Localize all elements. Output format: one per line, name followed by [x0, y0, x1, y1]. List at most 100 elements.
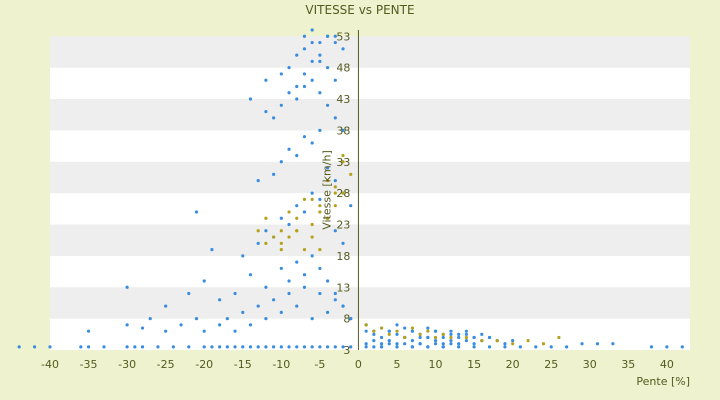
grid-band — [50, 255, 690, 288]
data-point — [372, 332, 376, 336]
data-point — [148, 317, 152, 321]
grid-band — [50, 36, 690, 68]
data-point — [595, 342, 600, 346]
data-point — [433, 329, 438, 333]
x-tick-label: -30 — [118, 358, 136, 371]
data-point — [526, 338, 530, 343]
data-point — [310, 78, 314, 82]
x-tick-label: -15 — [234, 358, 252, 371]
data-point — [565, 345, 569, 349]
data-point — [125, 285, 129, 289]
x-tick-label: 0 — [355, 358, 362, 371]
data-point — [187, 291, 191, 296]
data-point — [410, 326, 415, 330]
data-point — [333, 185, 337, 189]
data-point — [310, 317, 314, 321]
data-point — [511, 338, 515, 343]
data-point — [210, 345, 214, 349]
data-point — [364, 329, 368, 333]
data-point — [441, 335, 445, 340]
data-point — [310, 254, 314, 258]
x-tick-label: -20 — [195, 358, 213, 371]
data-point — [310, 40, 314, 45]
data-point — [387, 332, 391, 336]
y-tick-label: 3 — [343, 344, 350, 357]
x-axis-label: Pente [%] — [636, 375, 690, 388]
data-point — [264, 345, 268, 349]
data-point — [341, 191, 345, 195]
data-point — [248, 273, 253, 277]
grid-band — [50, 130, 690, 162]
data-point — [295, 84, 299, 89]
y-tick-label: 8 — [343, 313, 350, 326]
data-point — [287, 210, 291, 214]
data-point — [333, 298, 337, 302]
data-point — [256, 229, 260, 233]
data-point — [410, 345, 415, 349]
grid-band — [50, 224, 690, 256]
data-point — [649, 345, 654, 349]
data-point — [387, 338, 391, 343]
data-point — [256, 241, 260, 245]
grid-band — [50, 99, 690, 131]
data-point — [487, 345, 492, 349]
data-point — [433, 338, 438, 343]
data-point — [457, 342, 461, 346]
data-point — [449, 342, 453, 346]
data-point — [395, 323, 399, 327]
data-point — [318, 266, 322, 271]
data-point — [518, 345, 522, 349]
data-point — [264, 109, 268, 114]
y-tick-label: 28 — [336, 187, 350, 200]
data-point — [210, 248, 214, 252]
data-point — [364, 345, 368, 349]
data-point — [287, 291, 291, 296]
data-point — [279, 310, 283, 314]
data-point — [302, 84, 307, 89]
data-point — [302, 47, 307, 51]
data-point — [302, 72, 307, 76]
y-tick-label: 33 — [336, 156, 350, 169]
x-tick-label: -5 — [314, 358, 325, 371]
data-point — [318, 40, 322, 45]
data-point — [318, 53, 322, 57]
data-point — [125, 345, 129, 349]
data-point — [441, 342, 445, 346]
data-point — [472, 342, 476, 346]
data-point — [426, 326, 430, 330]
data-point — [264, 216, 268, 220]
data-point — [295, 345, 299, 349]
x-tick-label: -35 — [80, 358, 98, 371]
data-point — [318, 248, 322, 252]
data-point — [233, 345, 237, 349]
data-point — [295, 304, 299, 308]
data-point — [279, 216, 283, 220]
x-tick-label: -10 — [272, 358, 290, 371]
data-point — [333, 116, 337, 120]
data-point — [295, 229, 299, 233]
y-axis-label: Vitesse [km/h] — [320, 150, 333, 230]
data-point — [433, 335, 438, 340]
data-point — [218, 323, 222, 327]
data-point — [464, 329, 468, 333]
data-point — [318, 128, 322, 132]
data-point — [241, 254, 245, 258]
data-point — [272, 116, 276, 120]
data-point — [403, 342, 407, 346]
data-point — [171, 345, 175, 349]
x-tick-label: -25 — [157, 358, 175, 371]
data-point — [418, 342, 422, 346]
data-point — [349, 317, 353, 321]
data-point — [279, 229, 283, 233]
grid-band — [50, 287, 690, 319]
data-point — [333, 229, 337, 233]
data-point — [349, 172, 353, 176]
data-point — [449, 335, 453, 340]
data-point — [349, 345, 353, 349]
data-point — [410, 338, 415, 343]
data-point — [287, 91, 291, 95]
x-tick-label: 30 — [583, 358, 597, 371]
data-point — [264, 229, 268, 233]
data-point — [32, 345, 37, 349]
